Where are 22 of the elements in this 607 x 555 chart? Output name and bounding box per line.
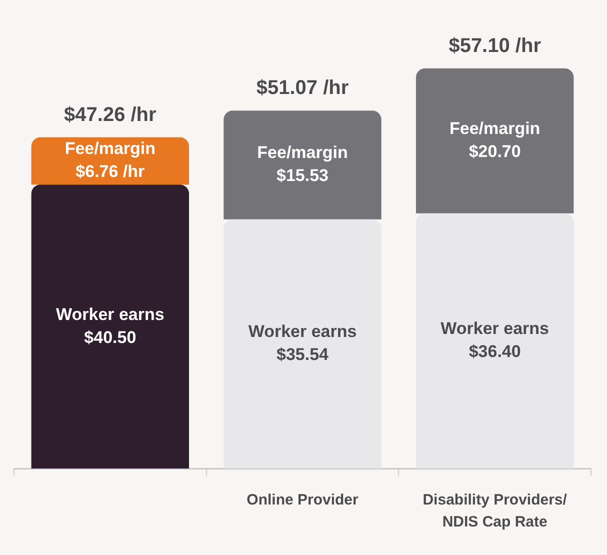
data-label: $40.50 — [84, 328, 136, 347]
total-label: $57.10 /hr — [448, 34, 542, 57]
x-tick-label: Online Provider — [246, 492, 359, 509]
bar — [416, 213, 574, 468]
text: Fee/margin — [257, 143, 348, 162]
series-label: Worker earns — [248, 322, 357, 342]
text: Worker earns — [56, 304, 164, 324]
bar — [224, 219, 382, 468]
data-label: $36.40 — [468, 342, 521, 362]
total-label: $51.07 /hr — [256, 77, 349, 100]
bar — [416, 68, 574, 214]
data-label: $20.70 — [468, 142, 521, 162]
text: Worker earns — [440, 319, 550, 338]
bar — [31, 184, 190, 468]
x-tick-label: Disability Providers/ NDIS Cap Rate — [422, 492, 568, 530]
data-label: $35.54 — [276, 345, 330, 364]
series-label: Fee/margin — [64, 139, 156, 158]
total-label: $47.26 /hr — [64, 104, 157, 126]
data-label: $15.53 — [276, 166, 328, 186]
data-label: $6.76 /hr — [76, 162, 146, 182]
bar — [224, 110, 382, 220]
text: Fee/margin — [449, 119, 540, 138]
